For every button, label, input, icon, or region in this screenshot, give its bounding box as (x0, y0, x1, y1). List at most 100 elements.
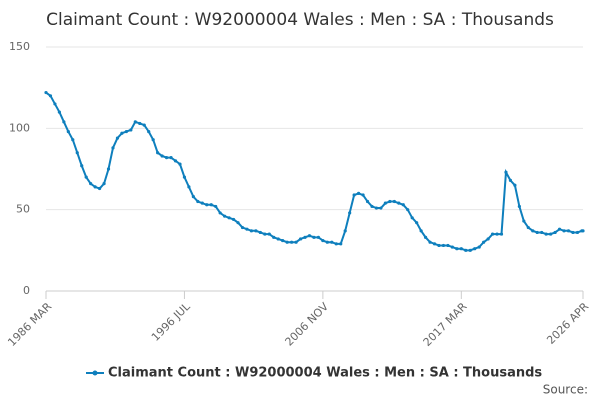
data-point (365, 199, 370, 204)
data-point (231, 217, 236, 222)
data-point (581, 229, 585, 233)
data-point (486, 237, 490, 241)
data-point (169, 156, 173, 160)
data-point (562, 229, 566, 233)
data-point (423, 235, 428, 239)
data-point (62, 120, 66, 124)
data-point (348, 211, 352, 215)
data-point (303, 235, 307, 239)
data-point (415, 221, 419, 225)
data-point (245, 227, 249, 231)
data-point (312, 235, 316, 239)
data-point (401, 203, 405, 207)
data-point (450, 245, 454, 249)
data-point (522, 219, 526, 223)
data-point (48, 94, 53, 98)
y-tick-label: 0 (23, 284, 30, 297)
data-point (513, 183, 517, 187)
data-point (57, 110, 61, 114)
data-point (254, 229, 258, 233)
data-point (214, 204, 218, 209)
data-point (160, 154, 164, 158)
data-point (267, 232, 271, 236)
data-point (544, 232, 548, 236)
data-point (495, 232, 499, 236)
series-line (45, 91, 583, 252)
data-point (178, 162, 182, 166)
legend-marker (92, 370, 98, 376)
data-point (218, 211, 222, 215)
data-point (468, 248, 472, 252)
data-point (482, 240, 486, 244)
data-point (553, 230, 557, 235)
data-point (356, 191, 361, 195)
data-point (115, 136, 120, 140)
data-point (182, 175, 187, 179)
data-point (428, 240, 432, 244)
data-point (156, 151, 160, 155)
data-point (517, 204, 521, 209)
data-point (142, 123, 146, 127)
data-point (84, 175, 88, 179)
data-point (106, 167, 111, 171)
data-point (432, 242, 437, 246)
data-point (89, 182, 93, 186)
data-point (53, 102, 57, 106)
data-point (298, 237, 303, 241)
data-point (223, 214, 227, 218)
source: Source: (543, 383, 588, 397)
data-point (285, 240, 289, 244)
data-point (80, 164, 84, 168)
legend-item: Claimant Count : W92000004 Wales : Men :… (86, 366, 542, 381)
data-point (102, 182, 106, 186)
data-point (236, 221, 240, 225)
data-point (392, 199, 396, 204)
data-point (200, 201, 204, 205)
legend-label: Claimant Count : W92000004 Wales : Men :… (108, 366, 542, 381)
data-point (325, 240, 329, 244)
data-point (410, 216, 414, 220)
data-point (557, 227, 562, 231)
data-point (272, 235, 276, 239)
data-point (191, 195, 195, 199)
data-point (419, 229, 423, 233)
chart-title: Claimant Count : W92000004 Wales : Men :… (46, 10, 554, 30)
data-point (93, 185, 97, 189)
data-point (540, 230, 544, 235)
x-tick-label: 2017 MAR (421, 300, 470, 349)
data-point (446, 243, 450, 248)
data-point (133, 120, 137, 124)
data-point (352, 193, 356, 197)
data-point (120, 131, 124, 135)
data-point (388, 199, 392, 204)
data-point (71, 138, 75, 142)
data-point (205, 203, 209, 207)
data-point (97, 186, 102, 191)
data-point (258, 230, 262, 235)
data-point (441, 243, 446, 248)
x-tick-label: 2026 APR (544, 300, 591, 347)
x-tick-label: 1996 JUL (149, 299, 193, 343)
data-point (227, 216, 231, 220)
data-point (138, 121, 142, 126)
data-point (531, 229, 535, 233)
data-point (330, 240, 334, 244)
data-point (397, 201, 401, 205)
data-point (196, 199, 200, 204)
data-point (124, 129, 128, 134)
y-tick-label: 150 (9, 40, 30, 53)
data-point (290, 240, 294, 244)
data-point (294, 240, 298, 244)
data-point (374, 206, 379, 210)
data-point (499, 232, 504, 236)
data-point (406, 208, 410, 212)
data-point (66, 129, 70, 134)
data-point (339, 242, 343, 246)
data-point (383, 201, 387, 205)
data-point (370, 204, 374, 209)
data-point (535, 230, 539, 235)
data-point (240, 225, 245, 230)
data-point (151, 138, 155, 142)
data-point (571, 230, 575, 235)
